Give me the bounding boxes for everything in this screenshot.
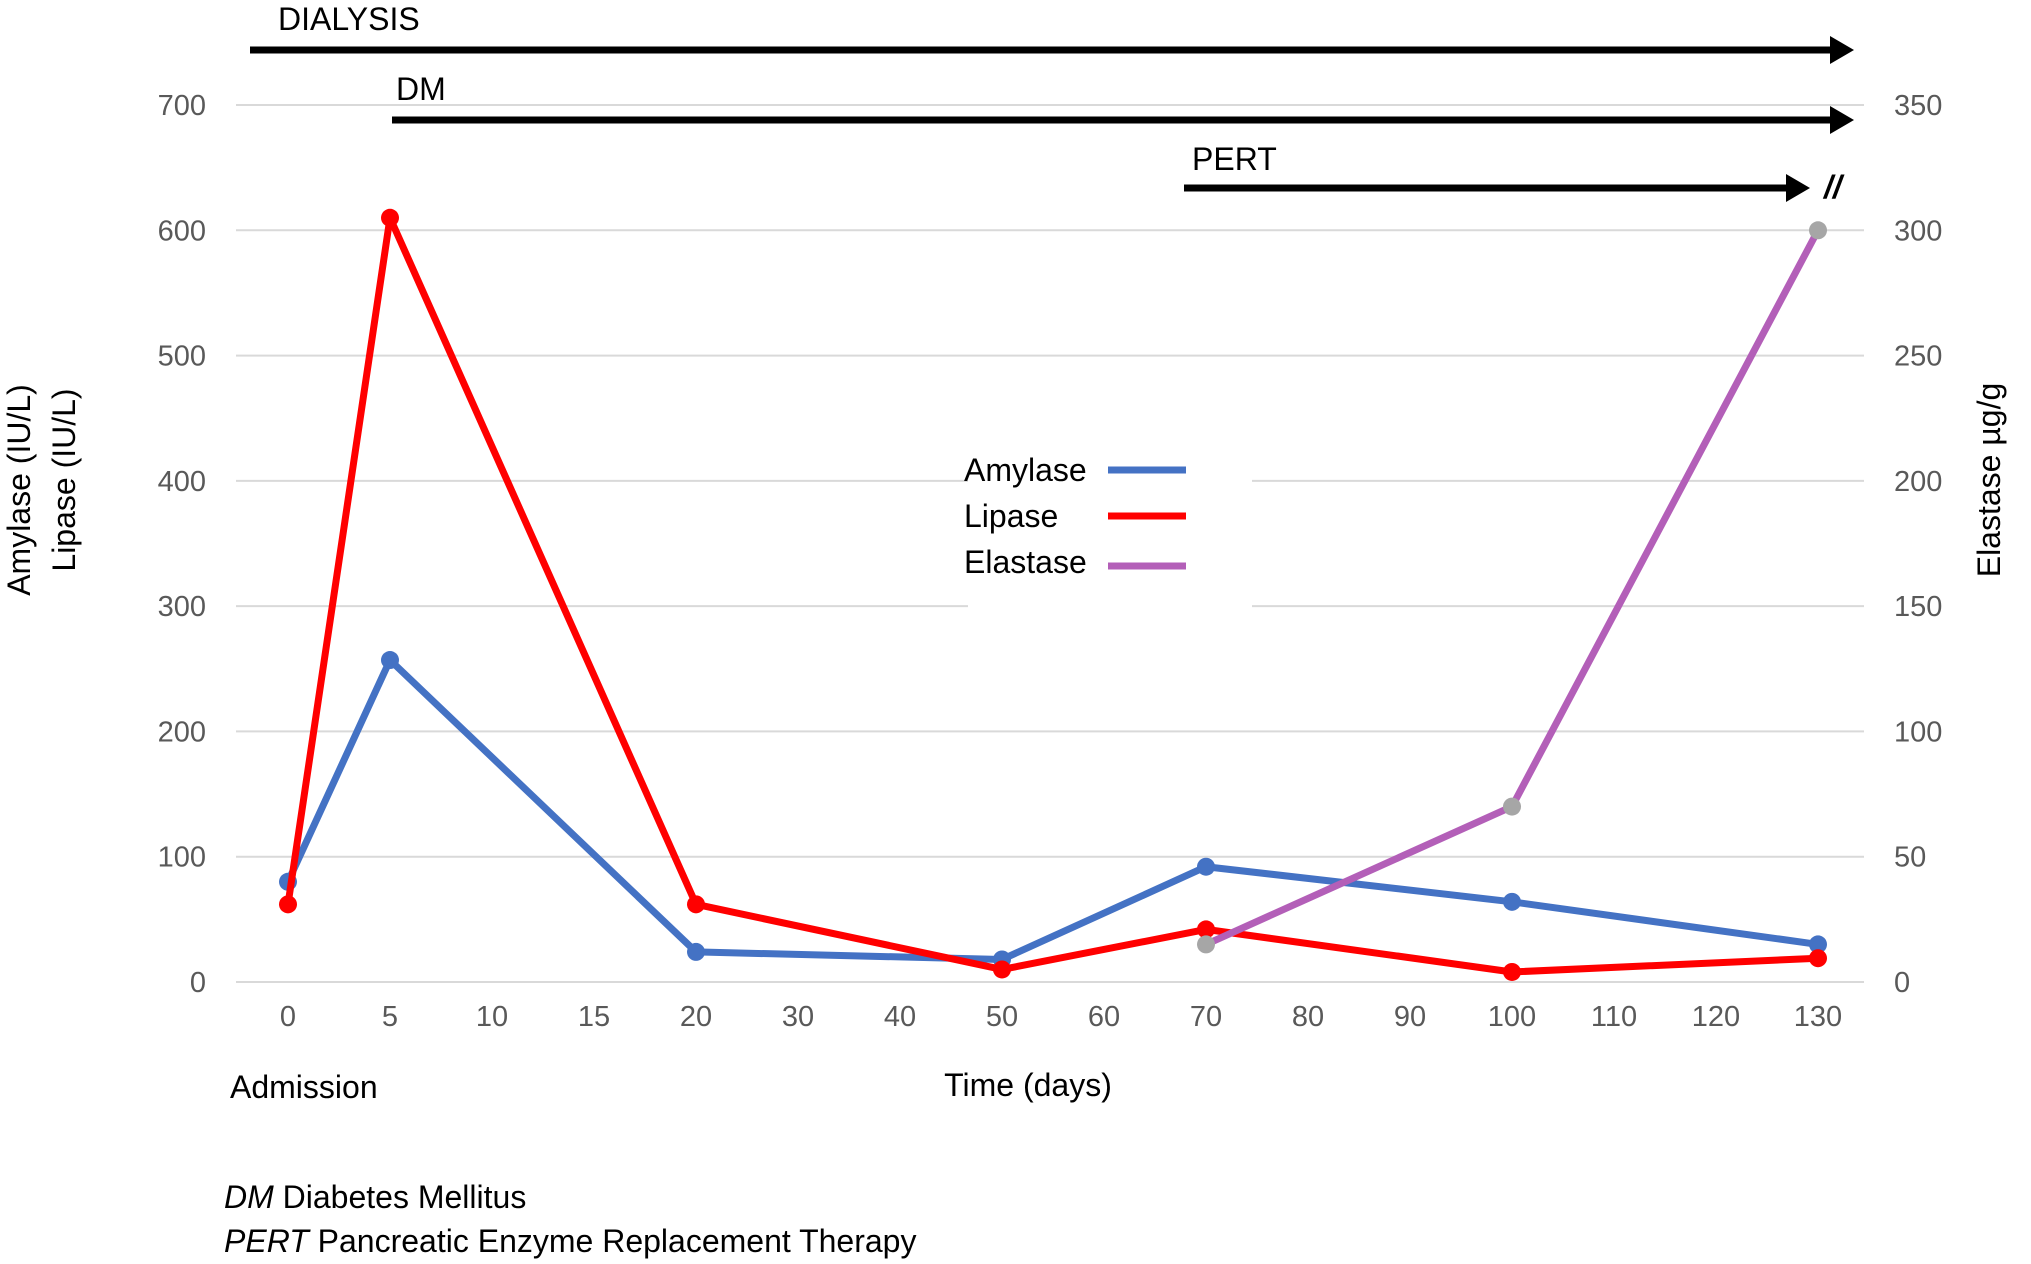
y-right-title: Elastase µg/g <box>1971 383 2007 578</box>
legend-entry-label: Amylase <box>964 452 1087 488</box>
x-tick-label: 10 <box>476 1001 508 1033</box>
x-tick-label: 0 <box>280 1001 296 1033</box>
y-left-tick-label: 600 <box>158 215 206 247</box>
data-point-elastase <box>1197 935 1215 954</box>
y-left-title-line1: Amylase (IU/L) <box>1 384 37 596</box>
data-point-amylase <box>687 942 705 961</box>
data-point-lipase <box>1197 920 1215 939</box>
annotation-label: DM <box>396 71 446 107</box>
y-left-tick-label: 400 <box>158 466 206 498</box>
gridlines <box>236 104 1864 983</box>
break-mark: // <box>1822 169 1845 205</box>
y-right-tick-label: 0 <box>1894 967 1910 999</box>
footnote-abbr: PERT <box>224 1223 311 1259</box>
data-point-elastase <box>1503 797 1521 816</box>
x-tick-label: 20 <box>680 1001 712 1033</box>
annotation-arrowhead <box>1786 174 1810 202</box>
data-point-lipase <box>687 895 705 914</box>
data-point-amylase <box>1809 935 1827 954</box>
data-point-amylase <box>1503 892 1521 911</box>
data-point-lipase <box>381 208 399 227</box>
x-tick-label: 15 <box>578 1001 610 1033</box>
x-tick-label: 60 <box>1088 1001 1120 1033</box>
x-tick-label: 130 <box>1794 1001 1842 1033</box>
legend: Amylase Lipase Elastase <box>964 452 1186 580</box>
series-line-lipase <box>284 214 1819 976</box>
y-right-tick-label: 150 <box>1894 591 1942 623</box>
data-point-lipase <box>1503 962 1521 981</box>
footnote-text: Diabetes Mellitus <box>274 1179 527 1215</box>
x-tick-label: 30 <box>782 1001 814 1033</box>
legend-entry-label: Lipase <box>964 498 1058 534</box>
annotation-arrowhead <box>1830 36 1854 64</box>
y-left-tick-label: 200 <box>158 716 206 748</box>
axis-ticks: 0100200300400500600700050100150200250300… <box>158 90 1943 1033</box>
footnote-line: DM Diabetes Mellitus <box>224 1179 526 1215</box>
series-lines <box>279 208 1827 981</box>
x-tick-label: 90 <box>1394 1001 1426 1033</box>
y-right-tick-label: 200 <box>1894 466 1942 498</box>
annotation-arrowhead <box>1830 106 1854 134</box>
series-line-amylase <box>284 656 1819 963</box>
y-left-title-line2: Lipase (IU/L) <box>46 388 82 571</box>
x-tick-label: 110 <box>1591 1001 1637 1033</box>
x-admission-label: Admission <box>230 1069 378 1105</box>
annotation-label: PERT <box>1192 141 1277 177</box>
x-tick-label: 100 <box>1488 1001 1536 1033</box>
x-axis-title: Time (days) <box>944 1067 1112 1103</box>
data-point-lipase <box>1809 949 1827 968</box>
y-right-tick-label: 250 <box>1894 341 1942 373</box>
y-right-tick-label: 100 <box>1894 716 1942 748</box>
data-point-lipase <box>993 960 1011 979</box>
y-right-tick-label: 300 <box>1894 215 1942 247</box>
x-tick-label: 80 <box>1292 1001 1324 1033</box>
data-point-lipase <box>279 895 297 914</box>
y-right-tick-label: 350 <box>1894 90 1942 122</box>
data-point-amylase <box>381 651 399 670</box>
annotation-label: DIALYSIS <box>278 1 420 37</box>
annotation-arrows: DIALYSIS DM PERT // <box>250 1 1854 205</box>
y-left-tick-label: 100 <box>158 842 206 874</box>
footnote-line: PERT Pancreatic Enzyme Replacement Thera… <box>224 1223 916 1259</box>
x-tick-label: 70 <box>1190 1001 1222 1033</box>
x-tick-label: 50 <box>986 1001 1018 1033</box>
y-left-tick-label: 300 <box>158 591 206 623</box>
x-tick-label: 5 <box>382 1001 398 1033</box>
legend-entry-label: Elastase <box>964 544 1087 580</box>
x-tick-label: 40 <box>884 1001 916 1033</box>
footnotes: DM Diabetes Mellitus PERT Pancreatic Enzy… <box>224 1179 916 1259</box>
x-tick-label: 120 <box>1692 1001 1740 1033</box>
footnote-text: Pancreatic Enzyme Replacement Therapy <box>309 1223 917 1259</box>
series-line-elastase <box>1204 228 1822 948</box>
data-point-elastase <box>1809 221 1827 240</box>
data-point-amylase <box>1197 857 1215 876</box>
y-left-tick-label: 700 <box>158 90 206 122</box>
y-left-tick-label: 500 <box>158 341 206 373</box>
footnote-abbr: DM <box>224 1179 274 1215</box>
y-left-tick-label: 0 <box>190 967 206 999</box>
y-right-tick-label: 50 <box>1894 842 1926 874</box>
